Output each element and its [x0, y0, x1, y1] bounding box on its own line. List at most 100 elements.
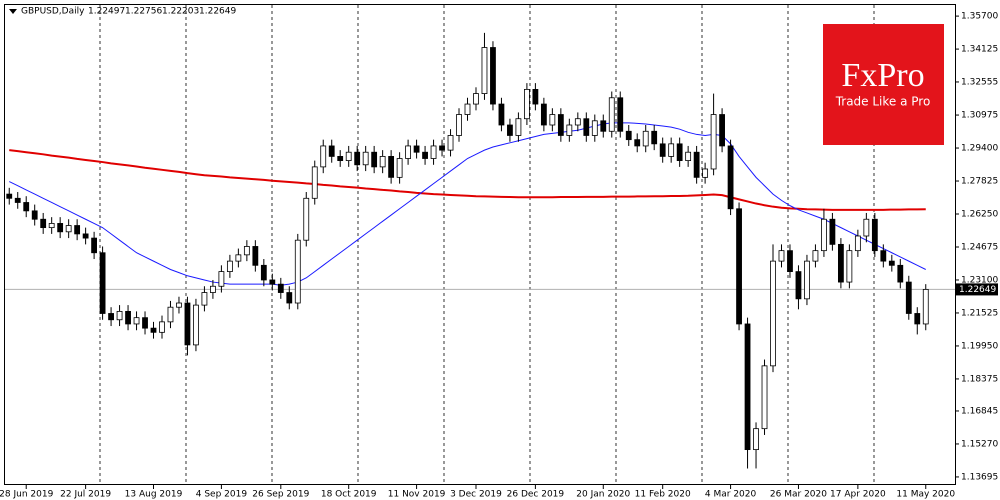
candle-body [812, 250, 819, 262]
candle-body [345, 151, 352, 162]
candle-body [625, 130, 632, 141]
x-tick-label: 4 Sep 2019 [196, 490, 248, 500]
candle-body [201, 292, 208, 306]
last-price-label: 1.22649 [959, 285, 996, 295]
last-price-box [956, 283, 998, 296]
candle-body [863, 218, 870, 237]
candle-body [184, 302, 191, 346]
candle-body [82, 233, 89, 239]
candle-body [252, 246, 259, 266]
candle-body [507, 124, 513, 136]
candle-body [320, 145, 327, 168]
candle-body [778, 250, 785, 262]
candle-body [515, 118, 522, 136]
x-tick-label: 4 Mar 2020 [705, 490, 757, 500]
candle-body [922, 288, 929, 325]
candle-body [294, 239, 301, 304]
candle-body [524, 88, 530, 120]
y-tick-label: 1.21525 [961, 308, 998, 318]
candle-body [405, 145, 411, 159]
plot-frame [4, 4, 956, 485]
x-tick-label: 26 Dec 2019 [507, 490, 565, 500]
x-tick-label: 11 May 2020 [896, 490, 955, 500]
candle-body [91, 237, 98, 254]
x-tick-label: 13 Aug 2019 [125, 490, 183, 500]
candle-body [430, 145, 437, 159]
x-tick-label: 18 Oct 2019 [321, 490, 377, 500]
y-tick-label: 1.30975 [961, 111, 998, 121]
candle-body [40, 218, 47, 229]
candle-body [99, 252, 106, 314]
y-tick-label: 1.32555 [961, 77, 998, 87]
candle-body [659, 143, 666, 157]
candle-body [286, 292, 293, 304]
candle-body [269, 279, 276, 285]
candle-body [388, 156, 395, 178]
candle-body [540, 103, 547, 126]
candle-body [218, 271, 225, 287]
candle-body [804, 260, 810, 300]
candle-body [600, 120, 607, 132]
candle-body [532, 88, 539, 105]
candle-body [6, 193, 13, 199]
candle-body [31, 210, 38, 220]
candle-body [235, 254, 242, 262]
candle-body [413, 145, 420, 153]
candle-body [897, 264, 904, 283]
candle-body [337, 156, 344, 162]
candle-body [210, 285, 216, 293]
candle-body [447, 135, 454, 151]
y-tick-label: 1.35700 [961, 12, 998, 22]
candle-body [854, 235, 861, 252]
candle-body [761, 365, 768, 430]
candle-body [787, 250, 793, 272]
y-tick-label: 1.16845 [961, 406, 998, 416]
candle-body [744, 323, 751, 451]
candle-body [642, 130, 649, 147]
candle-body [396, 158, 403, 178]
candle-body [150, 327, 157, 333]
candle-body [481, 47, 488, 94]
candle-body [14, 197, 21, 203]
x-tick-label: 20 Jan 2020 [576, 490, 630, 500]
candle-body [303, 197, 310, 241]
candle-body [133, 317, 140, 325]
vertical-grid [99, 5, 875, 485]
candle-body [490, 47, 496, 105]
moving-average [9, 149, 926, 211]
x-tick-label: 3 Dec 2019 [450, 490, 502, 500]
candle-body [693, 151, 700, 178]
candle-body [125, 310, 131, 325]
candle-body [668, 143, 675, 157]
candle-body [880, 250, 887, 262]
logo-tagline: Trade Like a Pro [835, 95, 931, 109]
candle-body [379, 156, 386, 168]
logo-box [823, 24, 944, 145]
candle-body [837, 243, 844, 283]
candle-body [176, 302, 182, 308]
logo-brand: FxPro [841, 57, 924, 94]
candle-body [57, 223, 64, 233]
candle-body [277, 283, 284, 293]
candle-body [617, 97, 624, 132]
header-open: 1.22497 [88, 7, 125, 17]
candle-body [770, 260, 776, 367]
header-low: 1.22203 [162, 7, 199, 17]
y-tick-label: 1.13695 [961, 472, 998, 482]
candle-body [48, 223, 55, 229]
candle-body [65, 225, 72, 233]
candle-body [243, 246, 250, 256]
candle-body [702, 168, 709, 178]
candle-body [311, 166, 318, 199]
x-tick-label: 26 Sep 2019 [252, 490, 309, 500]
candle-body [549, 114, 556, 126]
candle-body [914, 313, 921, 325]
x-tick-label: 11 Nov 2019 [388, 490, 446, 500]
candle-body [354, 151, 361, 166]
y-tick-label: 1.23100 [961, 275, 998, 285]
candle-body [583, 118, 590, 136]
y-tick-label: 1.34125 [961, 45, 998, 55]
candle-body [888, 260, 895, 266]
candle-body [557, 114, 564, 136]
